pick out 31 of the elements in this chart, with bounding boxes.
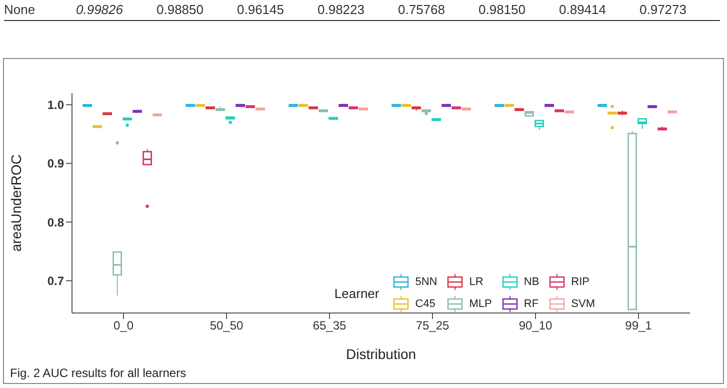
x-tick-label: 90_10 (518, 318, 553, 333)
text: 0.89414 (559, 2, 607, 17)
text: 0.97273 (640, 2, 688, 17)
legend-label: SVM (571, 298, 595, 310)
x-tick-label: 0_0 (113, 318, 134, 333)
legend-label: RIP (571, 276, 590, 288)
legend-label: C45 (415, 298, 436, 310)
y-tick-label: 1.0 (47, 98, 64, 112)
legend-label: RF (524, 298, 539, 310)
x-axis-title: Distribution (346, 346, 416, 362)
x-tick-label: 50_50 (210, 318, 244, 333)
legend-label: MLP (469, 298, 492, 310)
x-tick-label: 75_25 (416, 318, 450, 333)
text: 0.98223 (318, 2, 366, 17)
x-tick-label: 99_1 (625, 318, 652, 333)
text: 0.98150 (478, 2, 526, 17)
y-tick-label: 0.8 (47, 215, 64, 230)
caption: Fig. 2 AUC results for all learners (10, 366, 186, 380)
legend-label: LR (469, 276, 484, 288)
text: 0.75768 (398, 2, 446, 17)
text: None (4, 2, 36, 17)
legend-label: 5NN (415, 276, 438, 288)
legend-label: NB (524, 276, 540, 288)
y-tick-label: 0.9 (47, 156, 64, 171)
text: 0.98850 (156, 2, 204, 17)
text: 0.99826 (76, 2, 124, 17)
x-tick-label: 65_35 (312, 318, 347, 333)
legend-title: Learner (334, 286, 380, 300)
text: 0.96145 (237, 2, 285, 17)
y-axis-title: areaUnderROC (8, 154, 24, 252)
y-tick-label: 0.7 (47, 274, 64, 288)
